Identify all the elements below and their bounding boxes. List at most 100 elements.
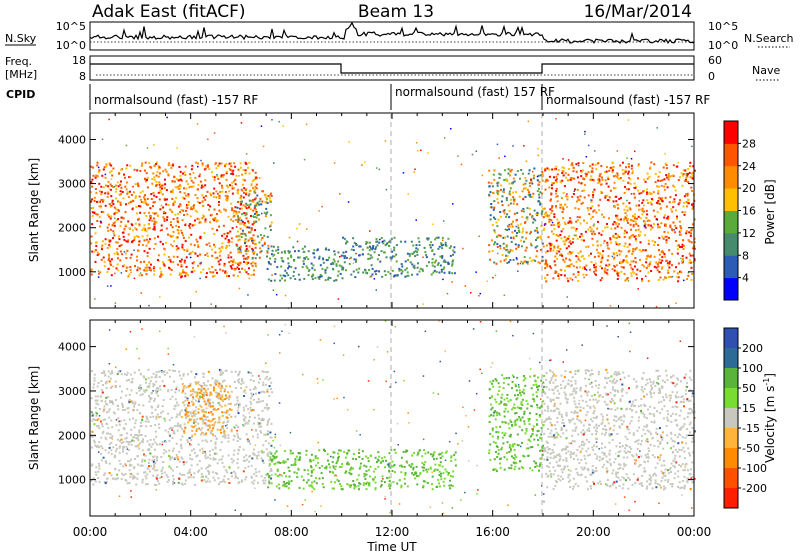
scatter-cell xyxy=(143,453,145,456)
scatter-cell xyxy=(419,471,422,474)
scatter-cell xyxy=(653,265,656,268)
speckle-cell xyxy=(271,274,273,276)
scatter-cell xyxy=(196,418,199,421)
scatter-cell xyxy=(568,235,571,238)
scatter-cell xyxy=(497,190,500,193)
scatter-cell xyxy=(667,178,670,181)
scatter-cell xyxy=(686,192,689,195)
scatter-cell xyxy=(93,441,96,444)
scatter-cell xyxy=(118,172,121,175)
scatter-cell xyxy=(214,245,217,248)
scatter-cell xyxy=(100,210,103,213)
scatter-cell xyxy=(497,181,500,184)
scatter-cell xyxy=(408,253,411,256)
scatter-cell xyxy=(656,211,659,213)
scatter-cell xyxy=(604,271,607,274)
speckle-cell xyxy=(114,302,117,304)
scatter-cell xyxy=(177,221,179,223)
speckle-cell xyxy=(638,200,640,202)
scatter-cell xyxy=(542,207,545,210)
scatter-cell xyxy=(664,235,667,238)
scatter-cell xyxy=(157,394,160,397)
scatter-cell xyxy=(437,247,440,250)
scatter-cell xyxy=(178,273,181,276)
scatter-cell xyxy=(520,169,523,171)
colorbar-segment xyxy=(724,188,738,212)
scatter-cell xyxy=(131,400,134,403)
scatter-cell xyxy=(392,255,394,258)
scatter-cell xyxy=(604,226,607,229)
scatter-cell xyxy=(180,209,183,211)
speckle-cell xyxy=(601,183,603,185)
scatter-cell xyxy=(152,385,155,388)
scatter-cell xyxy=(208,471,211,474)
scatter-cell xyxy=(642,190,644,193)
scatter-cell xyxy=(259,251,262,254)
scatter-cell xyxy=(267,195,270,197)
scatter-cell xyxy=(193,223,196,226)
scatter-cell xyxy=(361,457,364,460)
scatter-cell xyxy=(188,404,191,407)
scatter-cell xyxy=(231,471,234,474)
scatter-cell xyxy=(328,466,331,469)
scatter-cell xyxy=(154,408,157,411)
scatter-cell xyxy=(322,486,325,489)
scatter-cell xyxy=(336,274,339,277)
scatter-cell xyxy=(488,169,491,172)
scatter-cell xyxy=(637,224,640,227)
scatter-cell xyxy=(111,400,114,403)
scatter-cell xyxy=(192,411,195,414)
scatter-cell xyxy=(624,169,627,172)
scatter-cell xyxy=(213,385,216,388)
scatter-cell xyxy=(559,206,562,209)
scatter-cell xyxy=(644,249,647,252)
scatter-cell xyxy=(591,216,594,218)
scatter-cell xyxy=(204,179,207,182)
scatter-cell xyxy=(400,263,403,266)
scatter-cell xyxy=(381,457,383,460)
scatter-cell xyxy=(209,405,212,408)
scatter-cell xyxy=(237,247,240,250)
scatter-cell xyxy=(207,164,209,167)
scatter-cell xyxy=(102,384,104,386)
scatter-cell xyxy=(192,426,195,429)
scatter-cell xyxy=(628,243,631,246)
scatter-cell xyxy=(194,433,197,436)
scatter-cell xyxy=(244,225,247,228)
scatter-cell xyxy=(555,192,558,195)
scatter-cell xyxy=(416,266,419,269)
scatter-cell xyxy=(594,268,597,271)
scatter-cell xyxy=(555,205,557,208)
scatter-cell xyxy=(214,391,217,394)
scatter-cell xyxy=(109,205,112,208)
scatter-cell xyxy=(184,273,187,276)
scatter-cell xyxy=(196,382,199,385)
scatter-cell xyxy=(690,241,693,244)
scatter-cell xyxy=(252,249,255,252)
scatter-cell xyxy=(96,399,99,402)
scatter-cell xyxy=(91,166,94,169)
scatter-cell xyxy=(218,382,220,385)
scatter-cell xyxy=(234,475,237,478)
colorbar-tick-label: 4 xyxy=(742,272,749,285)
speckle-cell xyxy=(159,229,162,232)
scatter-cell xyxy=(409,261,412,264)
scatter-cell xyxy=(167,389,170,392)
scatter-cell xyxy=(630,167,633,170)
scatter-cell xyxy=(159,191,162,194)
scatter-cell xyxy=(444,451,447,454)
scatter-cell xyxy=(627,163,630,166)
scatter-cell xyxy=(245,257,248,260)
scatter-cell xyxy=(171,211,174,213)
scatter-cell xyxy=(214,452,217,455)
scatter-cell xyxy=(193,451,196,454)
scatter-cell xyxy=(221,414,224,417)
scatter-cell xyxy=(341,268,344,271)
scatter-cell xyxy=(400,240,402,243)
scatter-cell xyxy=(507,225,509,228)
scatter-cell xyxy=(118,235,120,238)
scatter-cell xyxy=(337,457,340,459)
scatter-cell xyxy=(549,242,552,245)
scatter-cell xyxy=(168,266,170,269)
